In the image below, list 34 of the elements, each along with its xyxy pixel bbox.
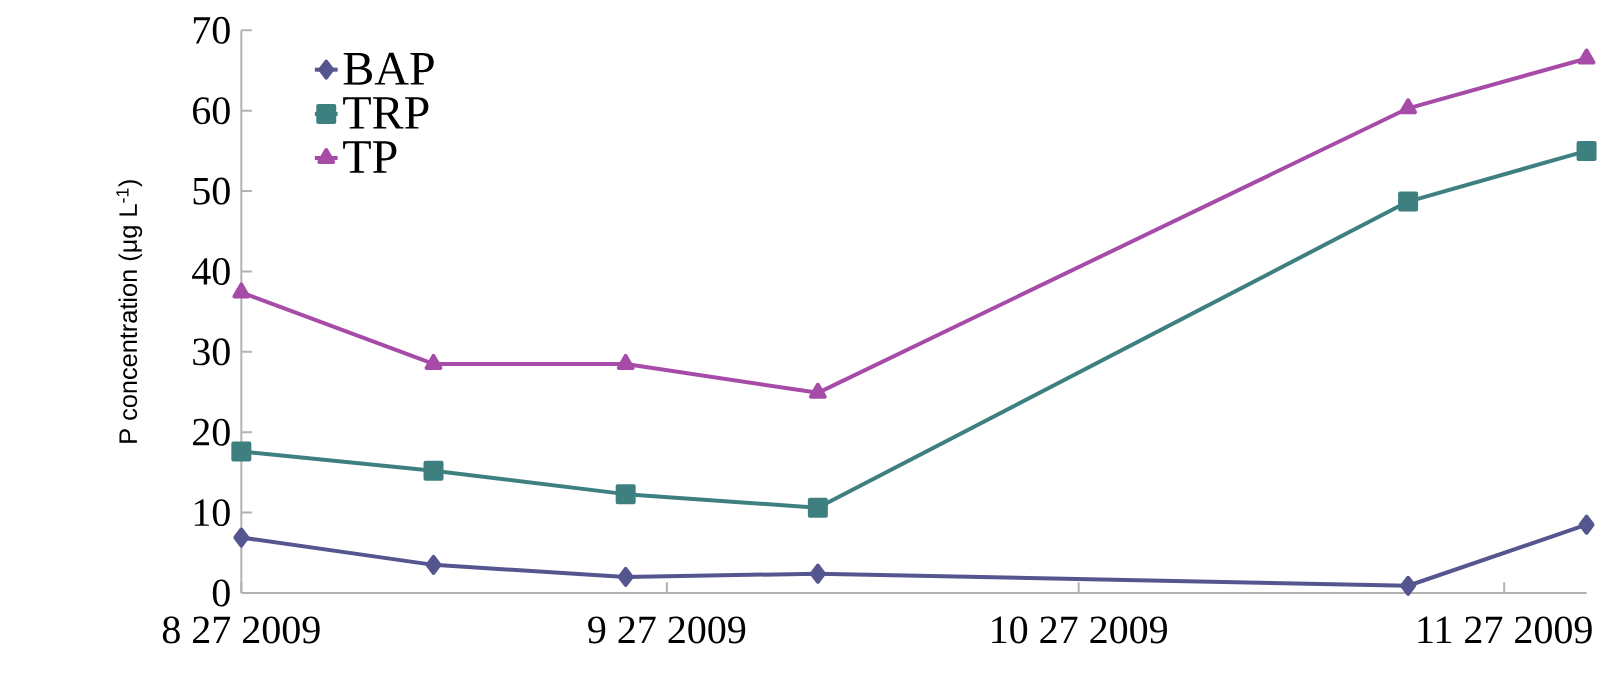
y-tick-label: 60 xyxy=(193,97,230,125)
point xyxy=(809,563,826,584)
x-tick-label: 9 27 2009 xyxy=(588,616,746,644)
y-tick-label: 70 xyxy=(193,16,230,44)
y-tick-label: 10 xyxy=(194,499,230,527)
point xyxy=(616,353,635,370)
point xyxy=(807,497,828,518)
point xyxy=(1577,48,1596,65)
point xyxy=(423,460,444,481)
point xyxy=(231,441,252,462)
y-tick-label: 50 xyxy=(193,177,230,205)
point xyxy=(1398,191,1419,212)
point xyxy=(808,382,827,399)
x-tick-label: 11 27 2009 xyxy=(1418,616,1592,644)
point xyxy=(425,554,442,575)
point xyxy=(1400,575,1417,596)
point xyxy=(1578,514,1595,535)
y-tick-label: 40 xyxy=(192,257,230,285)
legend-label: BAP xyxy=(343,52,434,85)
point xyxy=(617,566,634,587)
x-tick-label: 10 27 2009 xyxy=(992,616,1167,644)
y-tick-label: 20 xyxy=(193,418,230,446)
point xyxy=(424,353,443,370)
y-axis-title: P concentration (μg L$^{-1}$) xyxy=(116,180,143,443)
y-tick-label: 0 xyxy=(212,579,230,607)
legend-label: TRP xyxy=(343,97,429,129)
y-tick-label: 30 xyxy=(193,338,230,366)
point xyxy=(233,527,250,548)
point xyxy=(615,484,636,505)
x-tick-label: 8 27 2009 xyxy=(162,616,320,644)
point xyxy=(1576,140,1597,161)
point xyxy=(1399,98,1418,115)
legend-label: TP xyxy=(343,141,397,173)
point xyxy=(232,282,251,299)
